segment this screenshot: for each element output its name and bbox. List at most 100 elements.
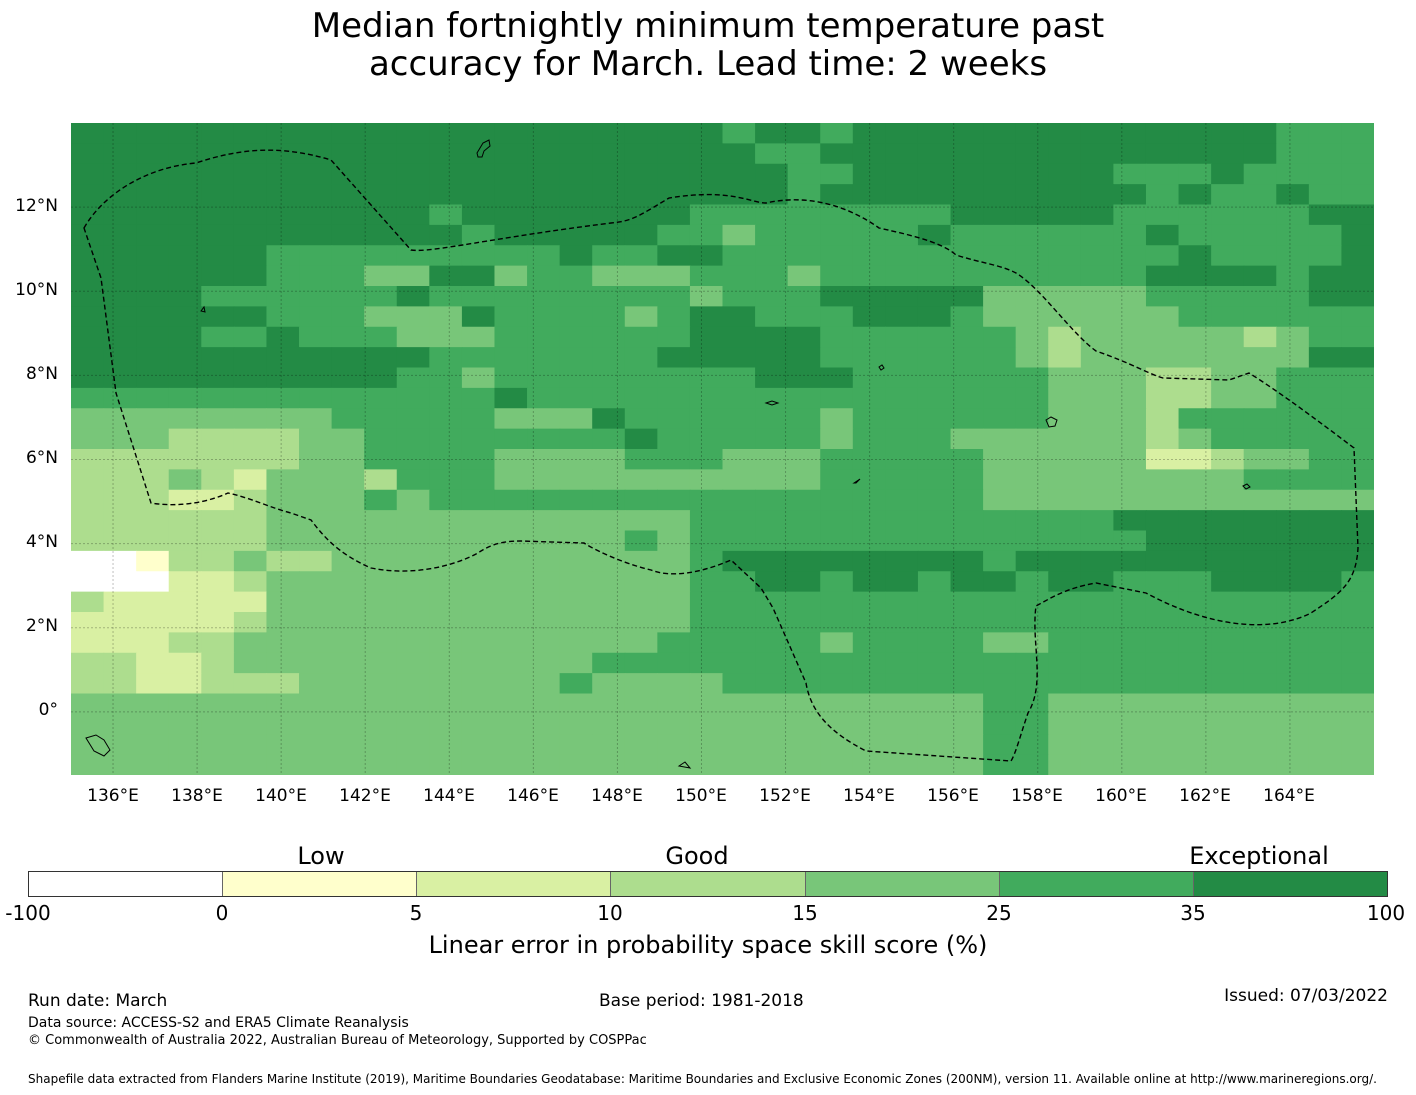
- skill-cell: [624, 550, 658, 572]
- skill-cell: [494, 632, 528, 654]
- skill-cell: [103, 245, 137, 267]
- skill-cell: [722, 428, 756, 450]
- skill-cell: [136, 347, 170, 369]
- skill-cell: [917, 265, 952, 287]
- skill-cell: [1341, 163, 1374, 185]
- skill-cell: [299, 265, 333, 287]
- skill-cell: [950, 245, 984, 267]
- skill-cell: [168, 347, 202, 369]
- skill-cell: [787, 571, 821, 593]
- skill-cell: [299, 754, 333, 775]
- skill-cell: [852, 387, 886, 409]
- skill-cell: [103, 734, 137, 756]
- skill-cell: [852, 408, 886, 430]
- skill-cell: [1243, 184, 1277, 206]
- skill-cell: [689, 326, 724, 348]
- skill-cell: [1145, 632, 1180, 654]
- skill-cell: [1243, 673, 1277, 695]
- skill-cell: [299, 612, 333, 633]
- skill-cell: [1080, 510, 1115, 532]
- skill-cell: [1341, 143, 1374, 165]
- skill-cell: [136, 326, 170, 348]
- skill-cell: [1015, 489, 1049, 511]
- skill-cell: [852, 469, 886, 491]
- x-tick-label: 156°E: [927, 786, 979, 806]
- skill-cell: [1048, 123, 1082, 144]
- skill-cell: [331, 591, 365, 613]
- skill-cell: [1308, 428, 1343, 450]
- skill-cell: [266, 550, 300, 572]
- skill-cell: [1145, 693, 1180, 715]
- skill-cell: [1178, 652, 1212, 674]
- skill-cell: [71, 612, 105, 633]
- skill-cell: [1243, 449, 1277, 470]
- skill-cell: [233, 245, 268, 267]
- skill-cell: [201, 754, 235, 775]
- skill-cell: [592, 326, 626, 348]
- skill-cell: [233, 326, 268, 348]
- skill-cell: [201, 347, 235, 369]
- skill-cell: [71, 286, 105, 307]
- skill-cell: [1080, 469, 1115, 491]
- skill-cell: [1211, 713, 1245, 735]
- skill-cell: [331, 612, 365, 633]
- skill-cell: [1243, 123, 1277, 144]
- skill-cell: [917, 286, 952, 307]
- skill-cell: [983, 163, 1017, 185]
- skill-cell: [885, 204, 919, 226]
- skill-cell: [461, 469, 496, 491]
- colorbar-category-exceptional: Exceptional: [1189, 842, 1329, 870]
- skill-cell: [168, 245, 202, 267]
- skill-cell: [917, 489, 952, 511]
- skill-cell: [950, 510, 984, 532]
- skill-cell: [527, 326, 561, 348]
- x-tick-label: 164°E: [1263, 786, 1315, 806]
- skill-cell: [299, 367, 333, 389]
- skill-cell: [1113, 734, 1147, 756]
- skill-cell: [657, 713, 691, 735]
- skill-cell: [592, 754, 626, 775]
- skill-cell: [299, 387, 333, 409]
- skill-cell: [1048, 469, 1082, 491]
- skill-cell: [1341, 326, 1374, 348]
- skill-cell: [820, 449, 854, 470]
- skill-cell: [201, 673, 235, 695]
- skill-cell: [233, 163, 268, 185]
- skill-cell: [201, 428, 235, 450]
- skill-cell: [201, 713, 235, 735]
- skill-cell: [494, 245, 528, 267]
- skill-cell: [1015, 713, 1049, 735]
- skill-cell: [364, 713, 398, 735]
- skill-cell: [461, 326, 496, 348]
- skill-cell: [461, 367, 496, 389]
- skill-cell: [331, 245, 365, 267]
- skill-cell: [1178, 449, 1212, 470]
- skill-cell: [429, 123, 463, 144]
- skill-cell: [1308, 469, 1343, 491]
- skill-cell: [755, 143, 789, 165]
- skill-cell: [624, 713, 658, 735]
- skill-cell: [1015, 734, 1049, 756]
- skill-cell: [429, 286, 463, 307]
- skill-cell: [1211, 754, 1245, 775]
- skill-cell: [1048, 673, 1082, 695]
- skill-cell: [1178, 163, 1212, 185]
- shapefile-credit: Shapefile data extracted from Flanders M…: [28, 1072, 1377, 1086]
- skill-cell: [1276, 530, 1310, 552]
- skill-cell: [885, 387, 919, 409]
- skill-cell: [852, 510, 886, 532]
- skill-cell: [852, 449, 886, 470]
- skill-cell: [71, 326, 105, 348]
- skill-cell: [592, 163, 626, 185]
- skill-cell: [592, 367, 626, 389]
- skill-cell: [396, 245, 430, 267]
- skill-cell: [527, 387, 561, 409]
- skill-cell: [233, 204, 268, 226]
- skill-cell: [136, 469, 170, 491]
- skill-cell: [1080, 326, 1115, 348]
- skill-cell: [364, 530, 398, 552]
- skill-cell: [1308, 367, 1343, 389]
- skill-cell: [396, 387, 430, 409]
- skill-cell: [1080, 428, 1115, 450]
- skill-cell: [364, 591, 398, 613]
